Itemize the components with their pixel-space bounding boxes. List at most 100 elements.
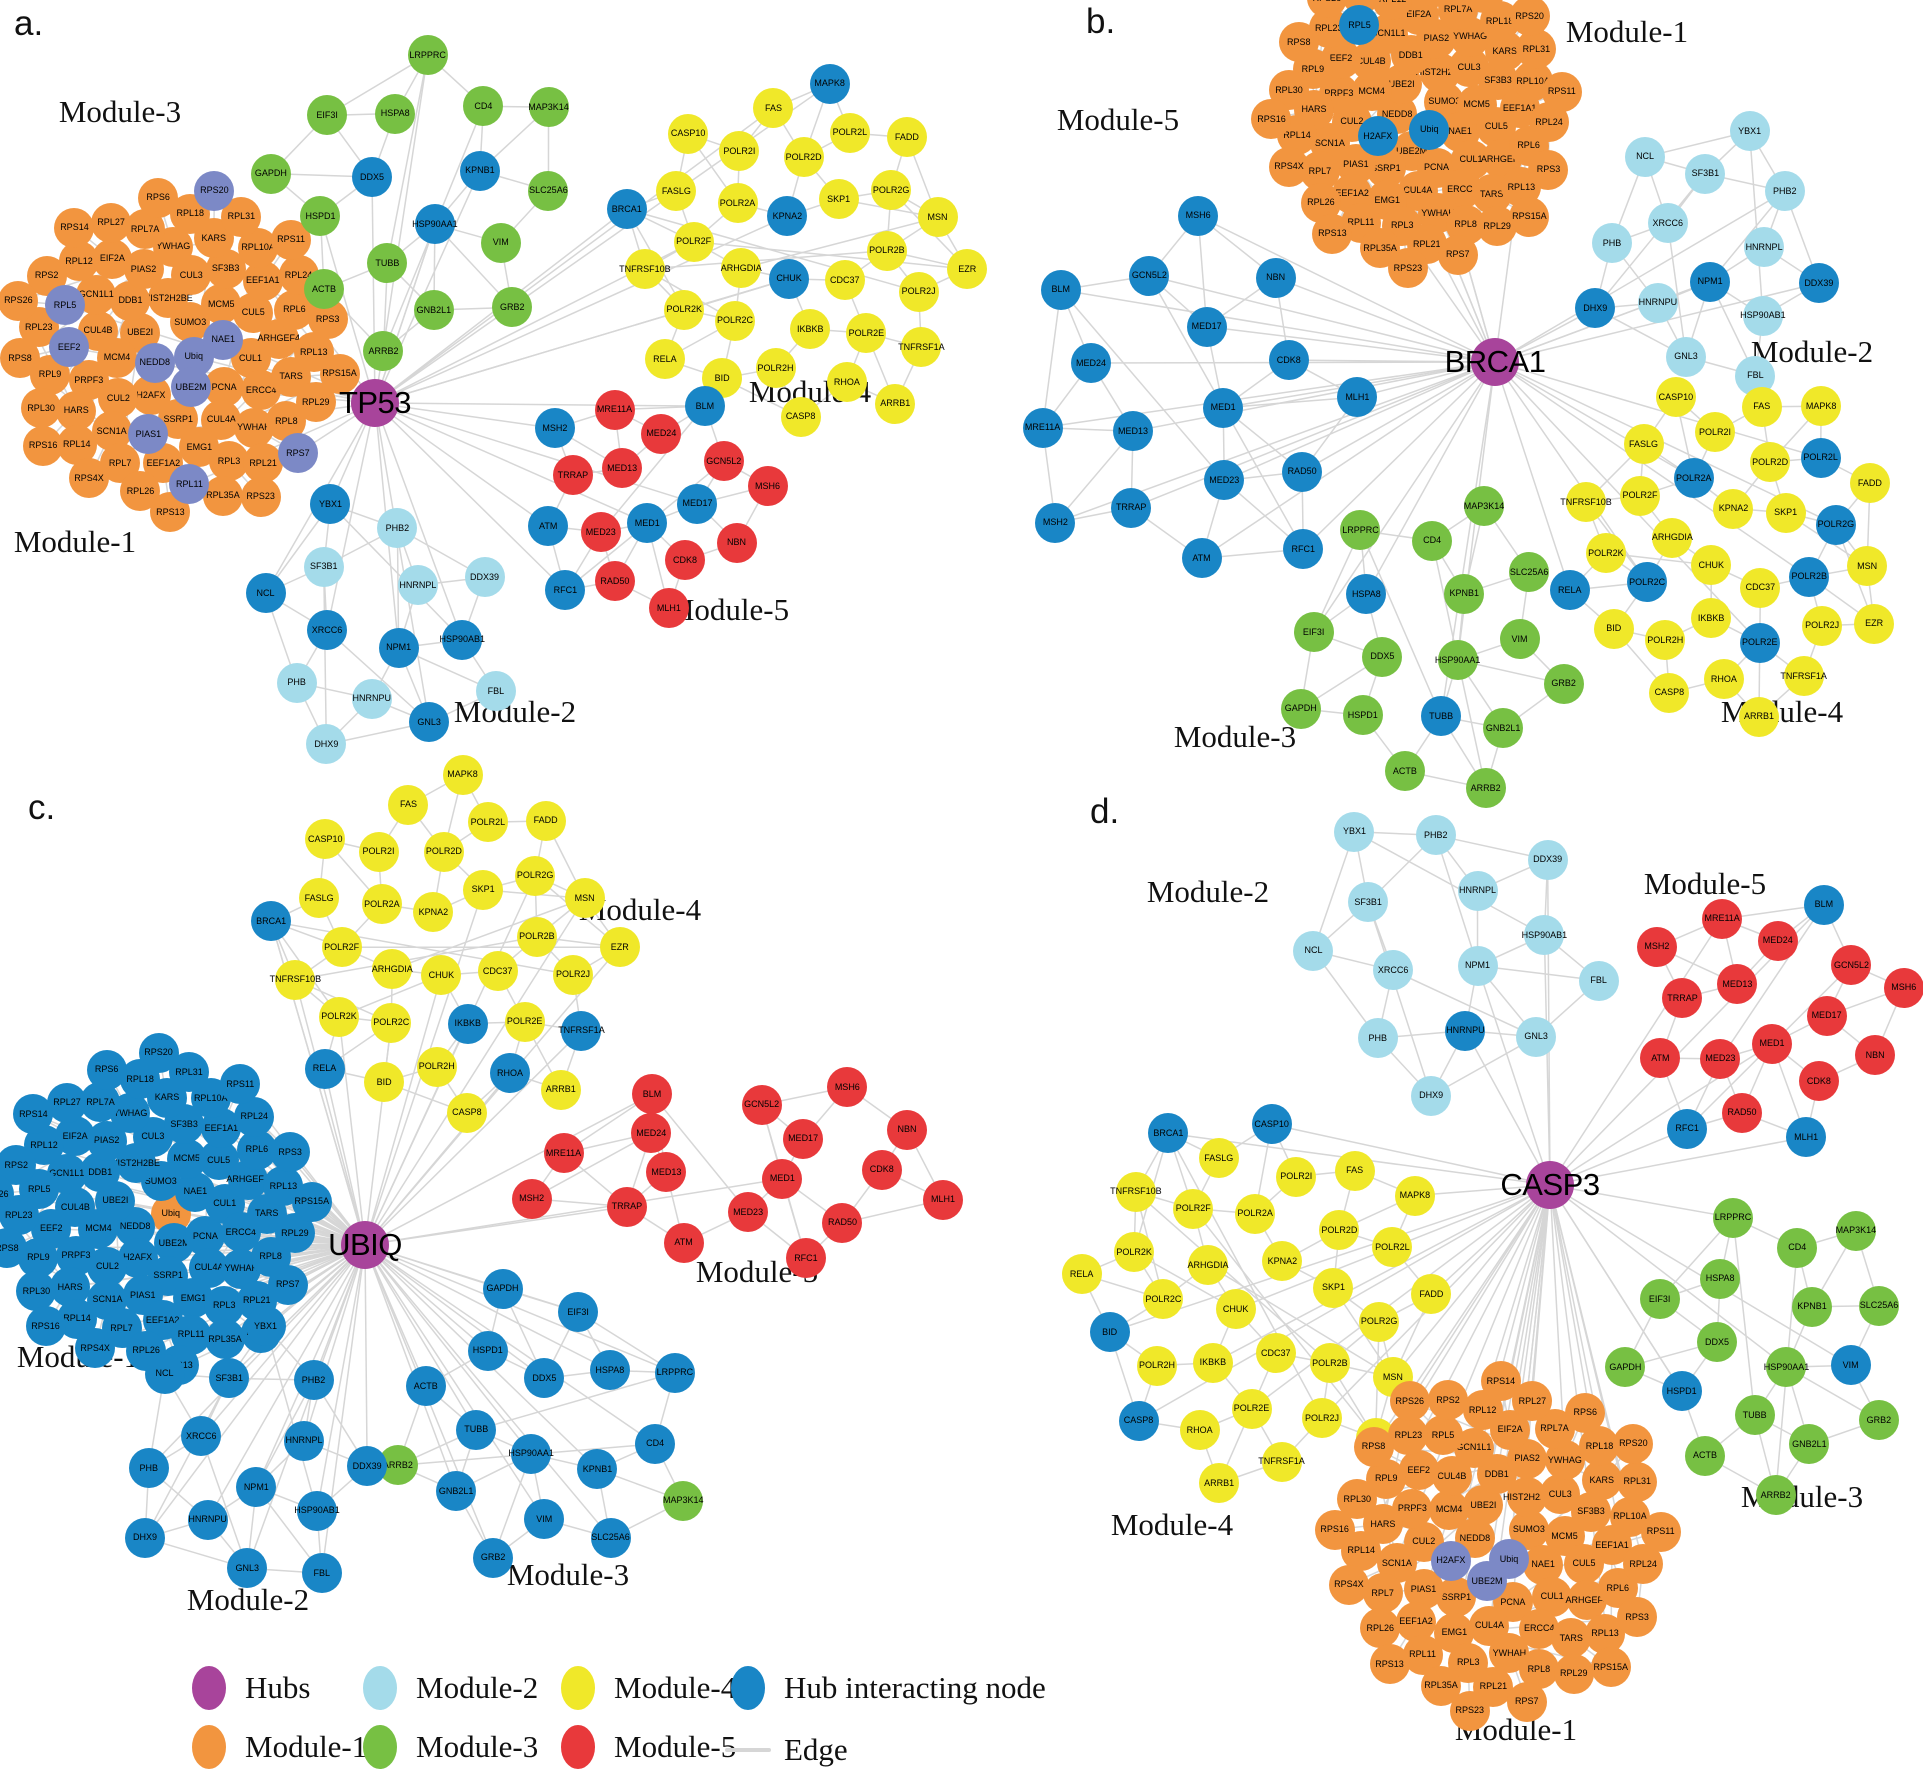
node-label: RPS13 — [1375, 1658, 1404, 1669]
node-MRE11A: MRE11A — [1022, 407, 1063, 448]
node-POLR2F: POLR2F — [1173, 1188, 1214, 1229]
node-label: LRPPRC — [656, 1367, 694, 1378]
node-VIM: VIM — [480, 222, 521, 263]
node-label: RPL30 — [1275, 84, 1303, 95]
edge — [338, 1016, 366, 1246]
module-label-module4: Module-4 — [1110, 1507, 1234, 1542]
node-BID: BID — [1089, 1312, 1130, 1353]
node-POLR2J: POLR2J — [898, 271, 939, 312]
node-RPS13: RPS13 — [1369, 1644, 1410, 1685]
node-MED13: MED13 — [646, 1152, 687, 1193]
node-label: RPS15A — [1593, 1661, 1628, 1672]
edge — [364, 1244, 477, 1431]
node-label: RPS11 — [277, 234, 305, 245]
node-label: MED24 — [1076, 357, 1107, 368]
node-label: PIAS1 — [129, 1289, 156, 1300]
node-label: NPM1 — [243, 1481, 269, 1492]
node-label: RPL7 — [1371, 1587, 1394, 1598]
node-POLR2J: POLR2J — [1302, 1398, 1343, 1439]
node-RPS15A: RPS15A — [319, 353, 360, 394]
node-label: POLR2B — [1312, 1357, 1348, 1368]
node-label: IKBKB — [796, 323, 824, 334]
node-DHX9: DHX9 — [1575, 288, 1616, 329]
node-label: NBN — [1266, 272, 1286, 283]
node-POLR2G: POLR2G — [871, 170, 912, 211]
node-FAS: FAS — [388, 784, 429, 825]
node-POLR2K: POLR2K — [664, 289, 705, 330]
node-label: MRE11A — [596, 404, 633, 415]
edge — [374, 402, 566, 591]
node-label: YWHAH — [224, 1263, 258, 1274]
node-MAP3K14: MAP3K14 — [1836, 1210, 1876, 1251]
node-label: POLR2I — [723, 145, 756, 156]
node-RPS3: RPS3 — [1528, 149, 1569, 190]
node-TNFRSF1A: TNFRSF1A — [558, 1010, 605, 1051]
node-label: KARS — [154, 1092, 180, 1103]
node-MED1: MED1 — [1752, 1023, 1793, 1064]
node-DDX39: DDX39 — [1798, 263, 1839, 304]
node-POLR2B: POLR2B — [516, 916, 557, 957]
edge — [1167, 1133, 1323, 1419]
node-label: CUL5 — [241, 307, 265, 317]
edge — [1223, 361, 1496, 482]
node-POLR2C: POLR2C — [371, 1002, 412, 1043]
node-SLC25A6: SLC25A6 — [590, 1517, 631, 1558]
node-POLR2E: POLR2E — [1739, 622, 1780, 663]
node-label: RPL7 — [110, 1322, 133, 1333]
node-label: MSH6 — [1891, 982, 1917, 993]
node-POLR2H: POLR2H — [416, 1046, 457, 1087]
node-MRE11A: MRE11A — [1702, 898, 1743, 939]
hub-node-CASP3 — [1526, 1161, 1574, 1209]
node-label: ARHGDIA — [371, 963, 413, 974]
node-TARS: TARS — [1551, 1618, 1592, 1659]
node-label: SKP1 — [471, 884, 495, 895]
node-POLR2C: POLR2C — [715, 300, 756, 341]
node-BID: BID — [1593, 608, 1634, 649]
node-label: FADD — [1857, 477, 1882, 488]
node-label: MED1 — [634, 517, 660, 528]
node-label: MSH2 — [519, 1193, 545, 1204]
node-label: DDB1 — [1398, 49, 1423, 60]
node-MED23: MED23 — [1700, 1038, 1741, 1079]
edge — [644, 249, 887, 270]
node-TNFRSF1A: TNFRSF1A — [1780, 656, 1827, 697]
node-label: RPL7A — [130, 223, 160, 234]
node-POLR2L: POLR2L — [1372, 1227, 1413, 1268]
node-label: RPS7 — [275, 1279, 300, 1290]
node-RPL5: RPL5 — [44, 285, 85, 326]
node-label: NEDD8 — [1459, 1532, 1491, 1543]
node-label: RELA — [1069, 1268, 1094, 1279]
node-label: CDC37 — [829, 274, 860, 285]
node-label: CASP8 — [452, 1107, 482, 1118]
node-label: RPS23 — [246, 491, 275, 502]
node-POLR2I: POLR2I — [719, 131, 760, 172]
node-label: NCL — [1304, 945, 1323, 956]
node-label: NAE1 — [211, 334, 236, 345]
node-DDX39: DDX39 — [347, 1446, 388, 1487]
edge — [1149, 275, 1496, 363]
node-label: HSP90AB1 — [294, 1505, 340, 1516]
node-DHX9: DHX9 — [1411, 1075, 1452, 1116]
node-DHX9: DHX9 — [306, 724, 347, 765]
node-label: FAS — [399, 799, 417, 810]
node-RPL14: RPL14 — [56, 424, 97, 465]
node-label: EIF2A — [1406, 9, 1432, 20]
node-label: EEF1A1 — [1502, 102, 1537, 113]
node-CHUK: CHUK — [1215, 1289, 1256, 1330]
node-label: MCM5 — [208, 298, 235, 309]
node-FADD: FADD — [886, 117, 927, 158]
node-YBX1: YBX1 — [1729, 111, 1770, 152]
node-label: CUL5 — [1484, 121, 1508, 132]
edge — [364, 1244, 503, 1290]
node-PHB: PHB — [1357, 1018, 1398, 1059]
node-label: RPS15A — [322, 368, 357, 379]
node-label: GNL3 — [1674, 351, 1698, 362]
node-label: RPL13 — [269, 1180, 298, 1191]
node-HSPA8: HSPA8 — [1346, 574, 1387, 615]
edge — [1549, 1128, 1688, 1186]
node-label: PIAS1 — [135, 428, 162, 439]
node-label: GNL3 — [417, 716, 441, 727]
node-label: XRCC6 — [185, 1430, 217, 1441]
node-POLR2G: POLR2G — [515, 855, 556, 896]
node-label: MED13 — [1117, 425, 1148, 436]
